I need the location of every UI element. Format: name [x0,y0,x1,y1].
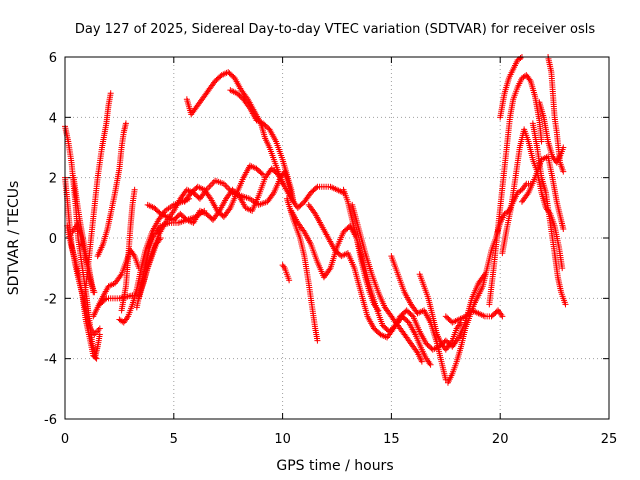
data-point-marker [560,225,567,232]
series-s30 [497,54,525,121]
y-tick-label: -4 [44,353,57,368]
series-s23 [349,201,425,365]
data-point-marker [562,301,569,308]
data-point-marker [102,296,109,303]
series-s13 [135,168,297,302]
series-s28 [486,72,545,308]
x-tick-label: 15 [383,432,400,447]
data-point-marker [206,183,213,190]
data-point-marker [560,168,567,175]
series-s10 [118,186,138,314]
data-point-marker [95,327,102,334]
series-s21 [305,201,488,353]
series-s26 [442,307,506,326]
series-s29 [499,126,566,272]
series-s22 [340,186,382,314]
data-point-marker [286,277,293,284]
plot-frame [64,56,610,420]
series-s18 [279,262,293,284]
data-point-marker [93,355,100,362]
x-tick-label: 10 [274,432,291,447]
data-point-marker [119,318,126,325]
data-point-marker [427,361,434,368]
data-point-marker [521,73,528,80]
y-tick-label: -2 [44,292,57,307]
series-s6 [81,90,114,302]
data-point-marker [442,376,449,383]
data-point-marker [375,307,382,314]
y-tick-label: 2 [49,172,57,187]
data-point-marker [538,138,545,145]
data-point-marker [313,184,320,191]
data-point-marker [408,312,415,319]
chart-title: Day 127 of 2025, Sidereal Day-to-day VTE… [75,22,595,37]
data-point-marker [122,120,129,127]
data-point-marker [517,55,524,62]
data-point-marker [458,319,465,326]
data-point-marker [96,331,103,338]
y-tick-label: 6 [49,51,57,66]
series-s7 [94,120,129,260]
data-markers [62,54,569,386]
data-point-marker [418,358,425,365]
series-s32 [529,120,569,308]
x-tick-label: 25 [601,432,618,447]
data-point-marker [279,180,286,187]
data-point-marker [499,313,506,320]
data-point-marker [290,198,297,205]
series-s15 [181,162,267,220]
data-point-marker [107,90,114,97]
data-point-marker [517,187,524,194]
data-point-marker [314,337,321,344]
data-point-marker [559,265,566,272]
data-point-marker [223,183,230,190]
series-s25 [416,271,465,353]
series-s3 [64,222,103,338]
series-s17 [227,87,297,205]
data-point-marker [92,354,99,361]
x-tick-label: 20 [492,432,509,447]
data-point-marker [131,186,138,193]
x-tick-label: 5 [170,432,178,447]
y-tick-label: 4 [49,111,57,126]
data-point-marker [90,289,97,296]
y-tick-label: 0 [49,232,57,247]
x-axis-label: GPS time / hours [276,458,393,474]
data-point-marker [258,170,265,177]
data-point-marker [157,235,164,241]
y-tick-labels: -6 -4 -2 0 2 4 6 [44,51,57,428]
x-tick-labels: 0 5 10 15 20 25 [61,432,617,447]
data-point-marker [207,182,214,189]
data-point-marker [96,325,103,332]
grid-lines [65,57,609,419]
series-s19 [283,195,321,344]
y-tick-label: -6 [44,413,57,428]
y-axis-label: SDTVAR / TECUs [6,181,22,296]
x-tick-label: 0 [61,432,69,447]
data-point-marker [260,171,267,178]
